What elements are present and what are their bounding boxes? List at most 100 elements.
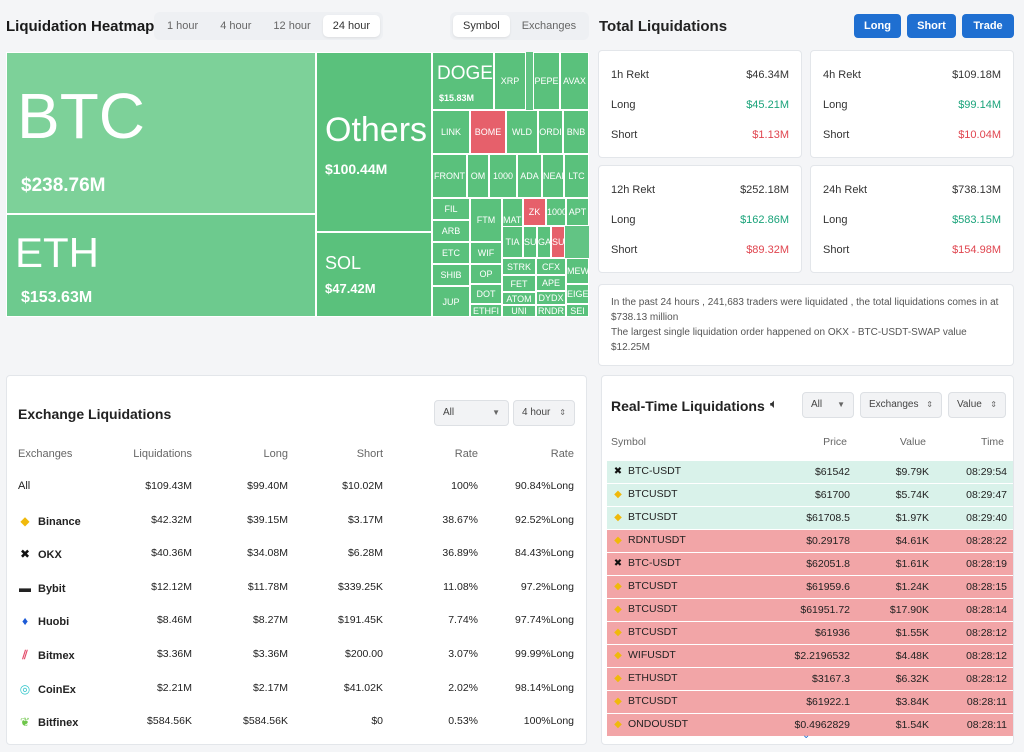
table-row[interactable]: ✖ BTC-USDT $61542 $9.79K 08:29:54	[607, 461, 1013, 483]
sound-mute-icon[interactable]: 🔈︎	[770, 396, 778, 411]
heatmap-tile[interactable]: FIL	[432, 198, 470, 220]
heatmap-tile-eth[interactable]: ETH $153.63M	[6, 214, 316, 317]
heatmap-tile[interactable]: OP	[470, 264, 502, 284]
time-value: 08:28:14	[966, 604, 1007, 616]
heatmap-tile[interactable]: FET	[502, 275, 536, 292]
heatmap-tile[interactable]: SEI	[566, 304, 589, 317]
heatmap-tile[interactable]: EIGEN	[566, 284, 589, 304]
tile-name: DOGE	[437, 63, 493, 84]
trade-button[interactable]: Trade	[962, 14, 1014, 38]
value-value: $17.90K	[889, 604, 929, 616]
okx-icon: ✖	[613, 558, 623, 569]
heatmap-tile-btc[interactable]: BTC $238.76M	[6, 52, 316, 214]
table-row[interactable]: ◆ BTCUSDT $61700 $5.74K 08:29:47	[607, 484, 1013, 506]
table-row[interactable]: ◆ BTCUSDT $61922.1 $3.84K 08:28:11	[607, 691, 1013, 713]
table-row[interactable]: ◆ BTCUSDT $61708.5 $1.97K 08:29:40	[607, 507, 1013, 529]
heatmap-tile-sol[interactable]: SOL $47.42M	[316, 232, 432, 317]
heatmap-tile[interactable]: ZK	[523, 198, 546, 226]
tab-4-hour[interactable]: 4 hour	[220, 20, 252, 32]
heatmap-tile[interactable]: SUN	[551, 226, 565, 258]
heatmap-tile[interactable]: UNI	[502, 305, 536, 317]
heatmap-tile[interactable]: 1000	[489, 154, 517, 198]
heatmap-tile[interactable]: ETC	[432, 242, 470, 264]
tab-24-hour[interactable]: 24 hour	[322, 15, 381, 37]
heatmap-tile[interactable]: ORDI	[538, 110, 563, 154]
tab-symbol[interactable]: Symbol	[453, 15, 510, 37]
tab-exchanges[interactable]: Exchanges	[521, 20, 577, 32]
table-row[interactable]: ◆ WIFUSDT $2.2196532 $4.48K 08:28:12	[607, 645, 1013, 667]
tab-1-hour[interactable]: 1 hour	[167, 20, 199, 32]
heatmap-tile[interactable]: SUI	[523, 226, 537, 258]
table-row[interactable]: ◆ RDNTUSDT $0.29178 $4.61K 08:28:22	[607, 530, 1013, 552]
heatmap-tile[interactable]: WIF	[470, 242, 502, 264]
heatmap-tile[interactable]: AVAX	[560, 52, 589, 110]
realtime-exchanges-select[interactable]: Exchanges ⇕	[860, 392, 942, 418]
table-row[interactable]: ✖ BTC-USDT $62051.8 $1.61K 08:28:19	[607, 553, 1013, 575]
heatmap-tile[interactable]: RNDR	[536, 305, 566, 317]
tile-name: PEPE	[534, 76, 559, 86]
exchange-name[interactable]: ▬ Bybit	[18, 581, 66, 595]
chevron-down-icon[interactable]: ⌄	[802, 730, 811, 741]
heatmap-tile[interactable]: JUP	[432, 286, 470, 317]
heatmap-tile[interactable]: DOT	[470, 284, 502, 304]
heatmap-tile[interactable]: LTC	[564, 154, 589, 198]
heatmap-tile[interactable]: PEPE	[533, 52, 560, 110]
heatmap-tile[interactable]: BNB	[563, 110, 589, 154]
liquidations-value: $584.56K	[147, 715, 192, 728]
realtime-filter-select[interactable]: All ▼	[802, 392, 854, 418]
exchange-name[interactable]: All	[18, 480, 30, 492]
heatmap-tile[interactable]: FRONT	[432, 154, 467, 198]
exchange-name[interactable]: ✖ OKX	[18, 547, 62, 561]
heatmap-tile[interactable]: ARB	[432, 220, 470, 242]
exchange-name[interactable]: ◆ Binance	[18, 514, 80, 528]
heatmap-tile[interactable]: APT	[566, 198, 589, 226]
symbol-cell: ◆ BTCUSDT	[611, 580, 677, 592]
heatmap-tile[interactable]: STRK	[502, 258, 536, 275]
realtime-value-select[interactable]: Value ⇕	[948, 392, 1006, 418]
table-row[interactable]: ◆ ETHUSDT $3167.3 $6.32K 08:28:12	[607, 668, 1013, 690]
heatmap-tile-others[interactable]: Others $100.44M	[316, 52, 432, 232]
heatmap-type-tabs: Symbol Exchanges	[450, 12, 590, 40]
heatmap-tile[interactable]: XRP	[494, 52, 526, 110]
heatmap-tile[interactable]: OM	[467, 154, 489, 198]
heatmap-tile[interactable]: GALA	[537, 226, 551, 258]
short-label: Short	[823, 244, 850, 256]
heatmap-tile[interactable]: BOME	[470, 110, 506, 154]
exchange-name[interactable]: ⫽ Bitmex	[18, 648, 74, 663]
exchange-name[interactable]: ◎ CoinEx	[18, 682, 76, 696]
table-row[interactable]: ◆ BTCUSDT $61959.6 $1.24K 08:28:15	[607, 576, 1013, 598]
long-button[interactable]: Long	[854, 14, 901, 38]
heatmap-tile[interactable]: SHIB	[432, 264, 470, 286]
heatmap-tile[interactable]: FTM	[470, 198, 502, 242]
tile-name: 1000	[547, 207, 566, 217]
chevron-down-icon: ▼	[492, 408, 500, 417]
heatmap-tile[interactable]: CFX	[536, 258, 566, 275]
heatmap-tile[interactable]: DYDX	[536, 291, 566, 305]
tab-12-hour[interactable]: 12 hour	[273, 20, 311, 32]
rate-value: 7.74%	[448, 614, 478, 627]
heatmap-tile[interactable]: 1000	[546, 198, 566, 226]
table-row[interactable]: ◆ BTCUSDT $61936 $1.55K 08:28:12	[607, 622, 1013, 644]
heatmap-tile-doge[interactable]: DOGE $15.83M	[432, 52, 494, 110]
exchange-period-select[interactable]: 4 hour ⇕	[513, 400, 575, 426]
value-value: $1.97K	[895, 512, 929, 524]
heatmap-tile[interactable]: NEAR	[542, 154, 564, 198]
heatmap-tile[interactable]: ETHFI	[470, 304, 502, 317]
exchange-name[interactable]: ♦ Huobi	[18, 614, 69, 628]
heatmap-tile[interactable]: TIA	[502, 226, 523, 258]
heatmap-tile[interactable]: APE	[536, 275, 566, 291]
heatmap-tile[interactable]: MEW	[566, 258, 589, 284]
heatmap-tile[interactable]: ADA	[517, 154, 542, 198]
tile-name: LINK	[440, 127, 461, 137]
heatmap-tile[interactable]: WLD	[506, 110, 538, 154]
heatmap-tile[interactable]: ATOM	[502, 292, 536, 305]
heatmap-tile[interactable]: LINK	[432, 110, 470, 154]
exchange-name[interactable]: ❦ Bitfinex	[18, 715, 78, 729]
table-row[interactable]: ◆ BTCUSDT $61951.72 $17.90K 08:28:14	[607, 599, 1013, 621]
short-value: $10.02M	[342, 480, 383, 492]
short-button[interactable]: Short	[907, 14, 956, 38]
tile-value: $47.42M	[325, 281, 376, 296]
exchange-filter-select[interactable]: All ▼	[434, 400, 509, 426]
time-value: 08:28:19	[966, 558, 1007, 570]
table-row[interactable]: ◆ ONDOUSDT $0.4962829 $1.54K 08:28:11	[607, 714, 1013, 736]
